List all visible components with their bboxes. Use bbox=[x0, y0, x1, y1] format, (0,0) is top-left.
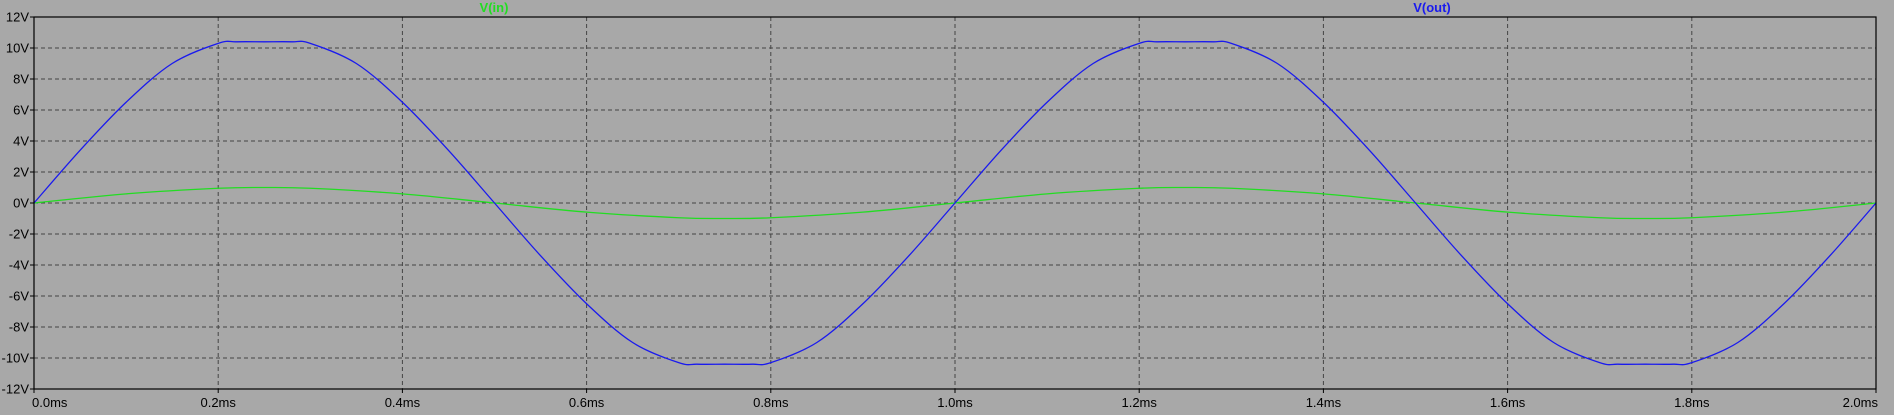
legend-label-vout: V(out) bbox=[1413, 0, 1451, 15]
y-tick-label: -12V bbox=[2, 382, 30, 397]
y-tick-label: 12V bbox=[6, 10, 29, 25]
x-tick-label: 0.8ms bbox=[753, 395, 789, 410]
x-tick-label: 0.0ms bbox=[32, 395, 68, 410]
x-tick-label: 1.6ms bbox=[1490, 395, 1526, 410]
y-tick-label: -2V bbox=[9, 227, 30, 242]
x-tick-label: 2.0ms bbox=[1843, 395, 1879, 410]
x-tick-label: 1.8ms bbox=[1674, 395, 1710, 410]
legend-label-vin: V(in) bbox=[480, 0, 509, 15]
y-tick-label: 8V bbox=[13, 72, 29, 87]
y-tick-label: 6V bbox=[13, 103, 29, 118]
y-tick-label: 0V bbox=[13, 196, 29, 211]
legend: V(in) V(out) bbox=[480, 0, 1451, 15]
y-tick-label: 10V bbox=[6, 41, 29, 56]
y-tick-label: 2V bbox=[13, 165, 29, 180]
x-tick-label: 0.2ms bbox=[200, 395, 236, 410]
y-tick-label: 4V bbox=[13, 134, 29, 149]
y-tick-label: -6V bbox=[9, 289, 30, 304]
series-line-vout bbox=[33, 40, 1877, 366]
y-tick-label: -10V bbox=[2, 351, 30, 366]
series-group bbox=[33, 40, 1877, 366]
y-tick-label: -8V bbox=[9, 320, 30, 335]
y-tick-label: -4V bbox=[9, 258, 30, 273]
x-tick-label: 1.0ms bbox=[937, 395, 973, 410]
x-tick-label: 1.4ms bbox=[1306, 395, 1342, 410]
x-tick-label: 0.6ms bbox=[569, 395, 605, 410]
x-tick-label: 0.4ms bbox=[385, 395, 421, 410]
tick-labels: 0.0ms 0.2ms 0.4ms 0.6ms 0.8ms 1.0ms 1.2ms 1.4ms… bbox=[2, 10, 1879, 411]
x-tick-label: 1.2ms bbox=[1121, 395, 1157, 410]
